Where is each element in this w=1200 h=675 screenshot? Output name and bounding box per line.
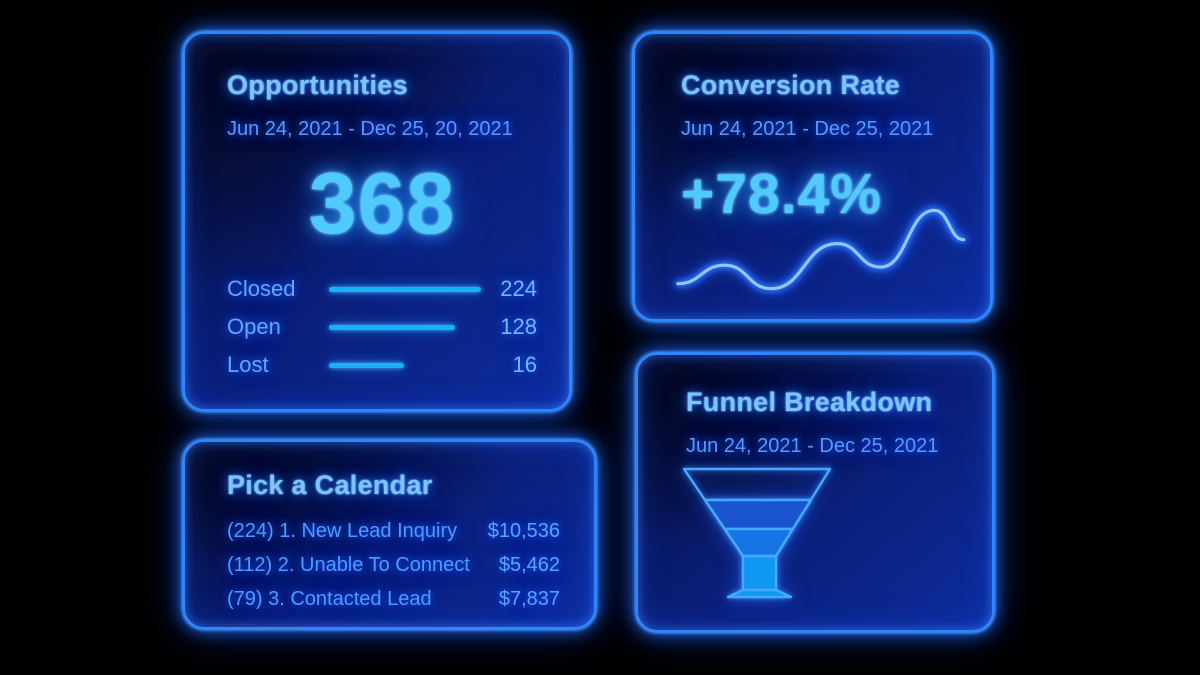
funnel-stem xyxy=(741,554,778,592)
row-label: Open xyxy=(227,314,281,339)
opportunities-title: Opportunities xyxy=(227,70,408,100)
calendar-list: (224) 1. New Lead Inquiry $10,536 (112) … xyxy=(227,514,560,616)
list-item[interactable]: (79) 3. Contacted Lead $7,837 xyxy=(227,582,560,616)
opportunities-card: Opportunities Jun 24, 2021 - Dec 25, 20,… xyxy=(182,31,572,412)
bar-track xyxy=(329,362,489,368)
opportunities-breakdown: Closed 224 Open 128 Lost 16 xyxy=(227,270,537,384)
funnel-breakdown-title: Funnel Breakdown xyxy=(686,387,933,417)
row-label: Lost xyxy=(227,352,269,377)
list-item[interactable]: (224) 1. New Lead Inquiry $10,536 xyxy=(227,514,560,548)
pick-calendar-card: Pick a Calendar (224) 1. New Lead Inquir… xyxy=(182,439,597,630)
list-item[interactable]: (112) 2. Unable To Connect $5,462 xyxy=(227,548,560,582)
funnel-breakdown-date-range: Jun 24, 2021 - Dec 25, 2021 xyxy=(686,435,939,457)
calendar-item-amount: $5,462 xyxy=(498,554,560,576)
table-row: Closed 224 xyxy=(227,270,537,308)
row-value: 16 xyxy=(512,352,537,377)
opportunities-total: 368 xyxy=(308,156,456,252)
conversion-rate-value: +78.4% xyxy=(681,162,882,226)
calendar-item-label: (224) 1. New Lead Inquiry xyxy=(227,520,458,542)
row-value: 224 xyxy=(500,276,537,301)
bar xyxy=(329,362,405,368)
bar-track xyxy=(329,324,489,330)
opportunities-date-range: Jun 24, 2021 - Dec 25, 20, 2021 xyxy=(227,118,513,140)
row-label: Closed xyxy=(227,276,296,301)
funnel-icon xyxy=(682,467,832,599)
conversion-rate-card: Conversion Rate Jun 24, 2021 - Dec 25, 2… xyxy=(632,31,993,322)
calendar-item-label: (79) 3. Contacted Lead xyxy=(227,588,432,610)
calendar-item-label: (112) 2. Unable To Connect xyxy=(227,554,470,576)
calendar-item-amount: $7,837 xyxy=(498,588,560,610)
table-row: Lost 16 xyxy=(227,346,537,384)
conversion-rate-title: Conversion Rate xyxy=(681,70,901,100)
calendar-item-amount: $10,536 xyxy=(487,520,560,542)
bar-track xyxy=(329,286,489,292)
bar xyxy=(329,286,481,292)
funnel-outline xyxy=(682,467,832,558)
conversion-rate-date-range: Jun 24, 2021 - Dec 25, 2021 xyxy=(681,118,934,140)
table-row: Open 128 xyxy=(227,308,537,346)
pick-calendar-title: Pick a Calendar xyxy=(227,470,433,500)
funnel-breakdown-card: Funnel Breakdown Jun 24, 2021 - Dec 25, … xyxy=(635,352,995,633)
bar xyxy=(329,324,456,330)
row-value: 128 xyxy=(500,314,537,339)
funnel-foot xyxy=(726,588,793,599)
